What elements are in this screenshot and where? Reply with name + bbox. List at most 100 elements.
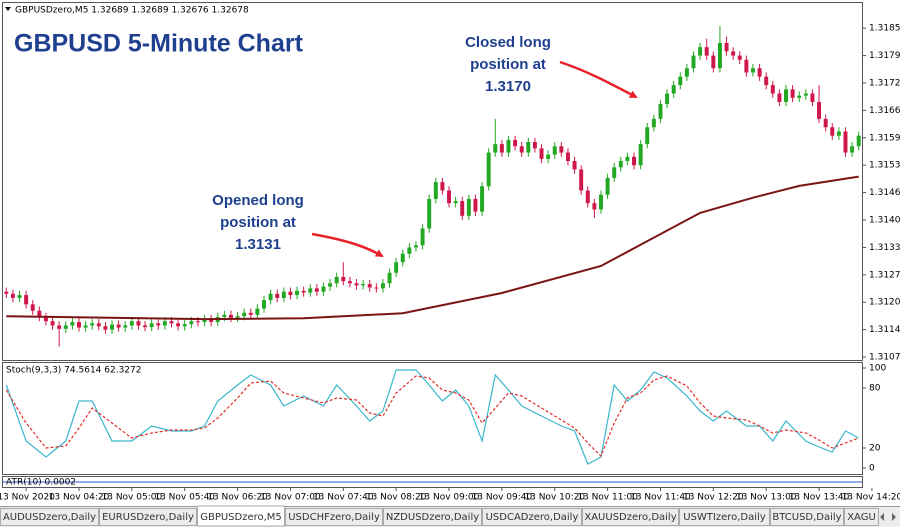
- annotation: 1.3170: [485, 78, 531, 95]
- y-tick-label: 1.31660: [869, 106, 900, 116]
- tab-scroll-right[interactable]: [892, 513, 896, 521]
- tab[interactable]: [582, 508, 679, 526]
- tab-label[interactable]: AUDUSDzero,Daily: [3, 512, 96, 523]
- candle-body: [367, 284, 372, 288]
- candle-body: [757, 68, 762, 77]
- x-tick-label: 13 Nov 09:40: [472, 493, 533, 503]
- close-arrow: [559, 60, 638, 99]
- candle-body: [413, 245, 418, 248]
- candle-body: [407, 247, 412, 254]
- candle-body: [182, 324, 187, 327]
- candle-body: [248, 312, 253, 315]
- tab-label[interactable]: GBPUSDzero,M5: [200, 512, 282, 523]
- tab[interactable]: [99, 508, 197, 526]
- candle-body: [579, 169, 584, 191]
- tab[interactable]: [770, 508, 844, 526]
- y-tick-label: 1.31725: [869, 78, 900, 88]
- candle-body: [499, 144, 504, 153]
- tab-label[interactable]: EURUSDzero,Daily: [102, 512, 194, 523]
- x-tick-label: 13 Nov 06:20: [207, 493, 268, 503]
- candle-body: [856, 135, 861, 147]
- y-tick-label: 1.31530: [869, 161, 900, 171]
- candle-body: [235, 316, 240, 318]
- candle-body: [136, 321, 141, 326]
- candle-body: [737, 55, 742, 60]
- x-tick-label: 13 Nov 12:20: [683, 493, 744, 503]
- candle-body: [156, 323, 161, 326]
- y-tick-label: 1.31205: [869, 298, 900, 308]
- x-tick-label: 13 Nov 11:00: [577, 493, 638, 503]
- candle-body: [823, 118, 828, 128]
- candle-body: [308, 288, 313, 293]
- y-tick-label: 80: [869, 384, 881, 394]
- candle-body: [850, 146, 855, 153]
- candle-body: [400, 253, 405, 263]
- x-tick-label: 13 Nov 04:20: [49, 493, 110, 503]
- candle-body: [744, 59, 749, 73]
- candle-body: [460, 201, 465, 216]
- y-tick-label: 1.31855: [869, 24, 900, 34]
- candle-body: [334, 276, 339, 284]
- y-tick-label: 1.31075: [869, 353, 900, 363]
- candle-body: [50, 321, 55, 326]
- tab[interactable]: [482, 508, 582, 526]
- candle-body: [420, 228, 425, 246]
- tab-label[interactable]: XAUUSDzero,Daily: [584, 512, 676, 523]
- tab[interactable]: [383, 508, 482, 526]
- candle-body: [176, 323, 181, 327]
- tab[interactable]: [197, 505, 285, 527]
- candle-body: [301, 290, 306, 293]
- candle-body: [592, 203, 597, 210]
- candle-body: [281, 291, 286, 299]
- tab[interactable]: [0, 508, 99, 526]
- candle-body: [698, 47, 703, 56]
- candle-body: [347, 281, 352, 284]
- tab-label[interactable]: USDCHFzero,Daily: [288, 512, 380, 523]
- candle-body: [110, 324, 115, 330]
- candle-body: [717, 42, 722, 69]
- candle-body: [380, 283, 385, 289]
- tab-scroll-left[interactable]: [880, 513, 884, 521]
- candle-body: [222, 314, 227, 317]
- candle-body: [671, 85, 676, 94]
- candle-body: [612, 167, 617, 178]
- y-tick-label: 1.31465: [869, 188, 900, 198]
- candle-body: [275, 293, 280, 299]
- stoch-line: [5, 375, 859, 458]
- tab-label[interactable]: BTCUSD,Daily: [772, 512, 841, 523]
- tab-label[interactable]: USDCADzero,Daily: [486, 512, 579, 523]
- candle-body: [447, 190, 452, 204]
- tab[interactable]: [844, 508, 879, 526]
- candle-body: [618, 160, 623, 168]
- candle-body: [83, 325, 88, 328]
- candle-body: [37, 310, 42, 317]
- candle-body: [473, 198, 478, 212]
- tab-label[interactable]: USWTIzero,Daily: [683, 512, 766, 523]
- tab-label[interactable]: XAGU: [847, 512, 876, 523]
- tab-label[interactable]: NZDUSDzero,Daily: [386, 512, 479, 523]
- candle-body: [169, 321, 174, 324]
- candle-body: [658, 104, 663, 119]
- candle-body: [361, 284, 366, 286]
- chart-title: GBPUSD 5-Minute Chart: [14, 30, 304, 58]
- candle-body: [30, 304, 35, 311]
- candle-body: [143, 325, 148, 328]
- tab[interactable]: [285, 508, 383, 526]
- candle-body: [328, 283, 333, 287]
- main-pane-frame: [2, 2, 863, 361]
- x-tick-label: 13 Nov 05:00: [102, 493, 163, 503]
- candle-body: [770, 85, 775, 94]
- tab[interactable]: [679, 508, 770, 526]
- candle-body: [724, 42, 729, 52]
- candle-body: [255, 308, 260, 315]
- moving-average: [6, 175, 859, 321]
- candle-body: [810, 93, 815, 102]
- candle-body: [466, 198, 471, 216]
- candle-body: [433, 182, 438, 199]
- candle-body: [242, 312, 247, 317]
- y-tick-label: 1.31400: [869, 216, 900, 226]
- stoch-title: Stoch(9,3,3) 74.5614 62.3272: [6, 366, 141, 376]
- candle-body: [645, 127, 650, 145]
